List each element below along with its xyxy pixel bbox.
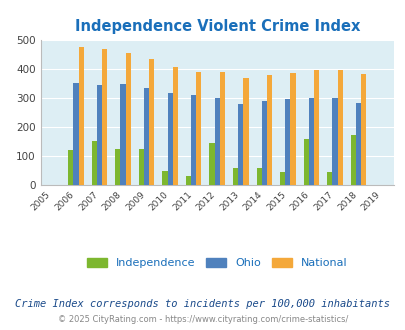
Bar bbox=[266, 75, 271, 185]
Bar bbox=[209, 143, 214, 185]
Bar bbox=[290, 73, 295, 185]
Title: Independence Violent Crime Index: Independence Violent Crime Index bbox=[75, 19, 359, 34]
Bar bbox=[337, 70, 342, 185]
Bar bbox=[167, 93, 172, 185]
Bar bbox=[243, 78, 248, 185]
Legend: Independence, Ohio, National: Independence, Ohio, National bbox=[83, 254, 350, 271]
Bar bbox=[68, 150, 73, 185]
Bar bbox=[172, 67, 177, 185]
Bar bbox=[196, 72, 201, 185]
Bar bbox=[97, 84, 102, 185]
Bar bbox=[139, 149, 144, 185]
Bar bbox=[115, 149, 120, 185]
Bar bbox=[102, 50, 107, 185]
Bar bbox=[332, 98, 337, 185]
Bar bbox=[214, 98, 219, 185]
Bar bbox=[162, 171, 167, 185]
Bar bbox=[355, 104, 360, 185]
Bar bbox=[285, 99, 290, 185]
Text: © 2025 CityRating.com - https://www.cityrating.com/crime-statistics/: © 2025 CityRating.com - https://www.city… bbox=[58, 315, 347, 324]
Bar bbox=[303, 139, 308, 185]
Bar bbox=[308, 98, 313, 185]
Bar bbox=[125, 53, 130, 185]
Bar bbox=[78, 47, 83, 185]
Bar bbox=[232, 168, 238, 185]
Bar bbox=[92, 141, 97, 185]
Bar bbox=[350, 135, 355, 185]
Bar bbox=[219, 72, 224, 185]
Bar bbox=[313, 70, 318, 185]
Bar bbox=[191, 95, 196, 185]
Bar bbox=[360, 75, 365, 185]
Bar bbox=[120, 84, 125, 185]
Bar bbox=[149, 59, 154, 185]
Bar bbox=[238, 104, 243, 185]
Bar bbox=[326, 172, 332, 185]
Bar bbox=[185, 176, 191, 185]
Bar bbox=[261, 101, 266, 185]
Bar bbox=[73, 83, 78, 185]
Bar bbox=[279, 172, 285, 185]
Bar bbox=[256, 168, 261, 185]
Text: Crime Index corresponds to incidents per 100,000 inhabitants: Crime Index corresponds to incidents per… bbox=[15, 299, 390, 309]
Bar bbox=[144, 88, 149, 185]
